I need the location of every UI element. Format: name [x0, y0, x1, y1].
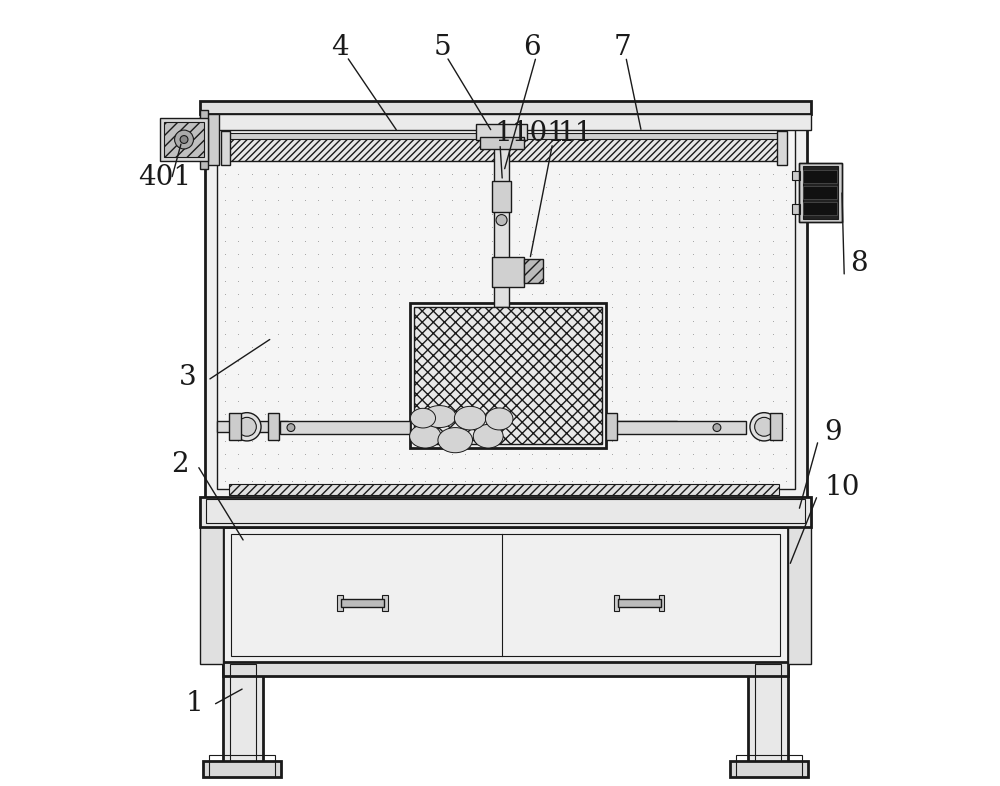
- Circle shape: [755, 417, 774, 436]
- Bar: [480, 137, 524, 149]
- Circle shape: [750, 413, 778, 441]
- Bar: [492, 181, 511, 212]
- Circle shape: [180, 135, 188, 143]
- Bar: [748, 664, 788, 762]
- Bar: [755, 664, 781, 762]
- Bar: [476, 124, 527, 140]
- Text: 1: 1: [186, 690, 203, 718]
- Ellipse shape: [485, 408, 513, 430]
- Bar: [205, 106, 807, 499]
- Text: 8: 8: [850, 250, 867, 277]
- Bar: [659, 595, 664, 611]
- Bar: [221, 131, 230, 165]
- Bar: [200, 101, 811, 114]
- Ellipse shape: [454, 406, 486, 430]
- Bar: [492, 257, 524, 287]
- Bar: [231, 534, 780, 656]
- Text: 1101: 1101: [494, 120, 565, 148]
- Bar: [200, 497, 223, 664]
- Bar: [229, 133, 779, 139]
- Bar: [777, 131, 787, 165]
- Bar: [614, 595, 619, 611]
- Text: 3: 3: [179, 364, 197, 391]
- Bar: [414, 307, 602, 444]
- Ellipse shape: [438, 428, 472, 453]
- Bar: [230, 664, 256, 762]
- Ellipse shape: [423, 406, 456, 428]
- Bar: [160, 118, 208, 161]
- Bar: [203, 761, 281, 777]
- Bar: [223, 664, 263, 762]
- Bar: [341, 599, 384, 607]
- Text: 10: 10: [825, 474, 860, 501]
- Ellipse shape: [473, 424, 503, 448]
- Bar: [803, 186, 837, 199]
- Bar: [229, 484, 779, 495]
- Bar: [803, 202, 837, 215]
- Bar: [618, 599, 661, 607]
- Bar: [606, 413, 617, 440]
- Bar: [229, 413, 241, 440]
- Bar: [730, 761, 808, 777]
- Bar: [217, 121, 795, 489]
- Bar: [280, 421, 410, 434]
- Bar: [204, 114, 219, 165]
- Bar: [494, 143, 509, 307]
- Text: 2: 2: [171, 450, 189, 478]
- Bar: [770, 413, 782, 440]
- Bar: [217, 421, 288, 432]
- Bar: [606, 421, 677, 432]
- Text: 11: 11: [557, 120, 593, 148]
- Bar: [803, 170, 837, 183]
- Text: 9: 9: [825, 419, 842, 446]
- Bar: [616, 421, 746, 434]
- Bar: [788, 497, 811, 664]
- Bar: [792, 171, 800, 180]
- Bar: [799, 163, 842, 222]
- Bar: [200, 110, 208, 169]
- Bar: [382, 595, 388, 611]
- Bar: [337, 595, 343, 611]
- Bar: [524, 259, 543, 283]
- Bar: [799, 163, 842, 222]
- Circle shape: [233, 413, 261, 441]
- Circle shape: [713, 424, 721, 432]
- Circle shape: [287, 424, 295, 432]
- Circle shape: [175, 130, 193, 149]
- Bar: [209, 755, 275, 777]
- Bar: [200, 497, 811, 527]
- Circle shape: [237, 417, 256, 436]
- Bar: [164, 122, 204, 157]
- Bar: [410, 303, 606, 448]
- Bar: [792, 204, 800, 214]
- Bar: [268, 413, 279, 440]
- Bar: [736, 755, 802, 777]
- Circle shape: [496, 215, 507, 226]
- Text: 6: 6: [524, 34, 541, 61]
- Ellipse shape: [410, 409, 436, 428]
- Bar: [223, 527, 788, 664]
- Text: 5: 5: [433, 34, 451, 61]
- Bar: [206, 499, 805, 523]
- Bar: [223, 662, 788, 676]
- Text: 401: 401: [138, 163, 192, 191]
- Text: 4: 4: [331, 34, 349, 61]
- Ellipse shape: [410, 424, 441, 448]
- Bar: [200, 114, 811, 130]
- Bar: [229, 135, 779, 161]
- Text: 7: 7: [614, 34, 632, 61]
- Bar: [803, 166, 838, 219]
